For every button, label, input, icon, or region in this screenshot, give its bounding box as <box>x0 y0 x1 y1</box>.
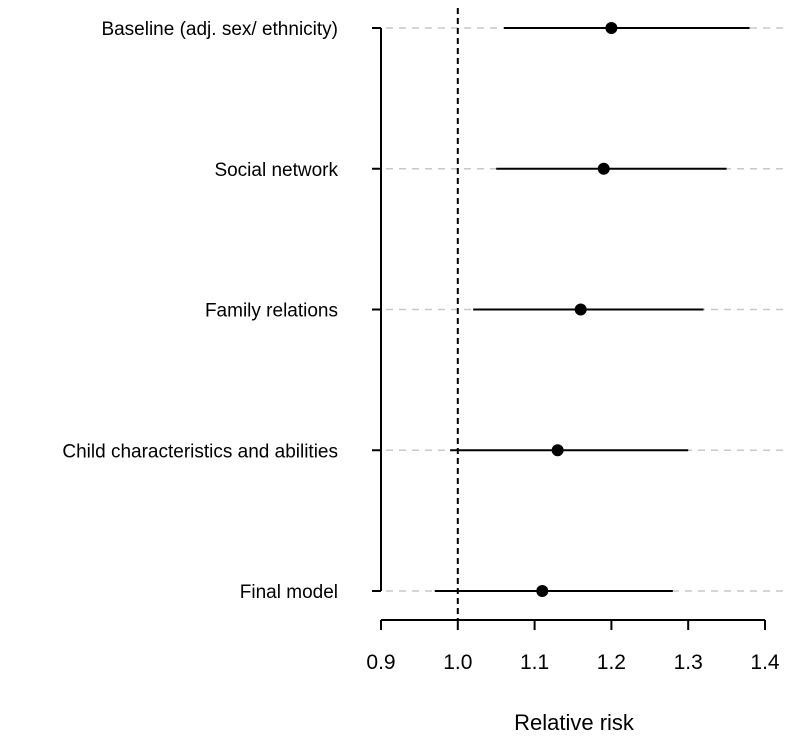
x-tick-label: 1.2 <box>597 651 626 674</box>
point-estimate <box>605 22 618 34</box>
x-tick-label: 1.3 <box>674 651 703 674</box>
category-label: Final model <box>240 582 338 603</box>
category-label: Social network <box>214 160 338 181</box>
x-tick-label: 1.1 <box>520 651 549 674</box>
y-axis <box>372 27 382 592</box>
category-label: Family relations <box>205 301 338 322</box>
category-label: Child characteristics and abilities <box>62 441 338 462</box>
point-estimate <box>536 585 549 597</box>
estimate-marks <box>434 22 750 597</box>
x-tick-label: 1.4 <box>750 651 780 674</box>
point-estimate <box>574 303 587 316</box>
x-tick-label: 0.9 <box>366 651 395 674</box>
category-labels: Baseline (adj. sex/ ethnicity) Social net… <box>62 19 338 603</box>
x-tick-label: 1.0 <box>443 651 472 674</box>
x-axis-title: Relative risk <box>514 710 635 735</box>
category-label: Baseline (adj. sex/ ethnicity) <box>101 19 338 40</box>
point-estimate <box>551 444 564 457</box>
x-axis: 0.9 1.0 1.1 1.2 1.3 1.4 <box>366 619 780 674</box>
point-estimate <box>597 162 610 175</box>
